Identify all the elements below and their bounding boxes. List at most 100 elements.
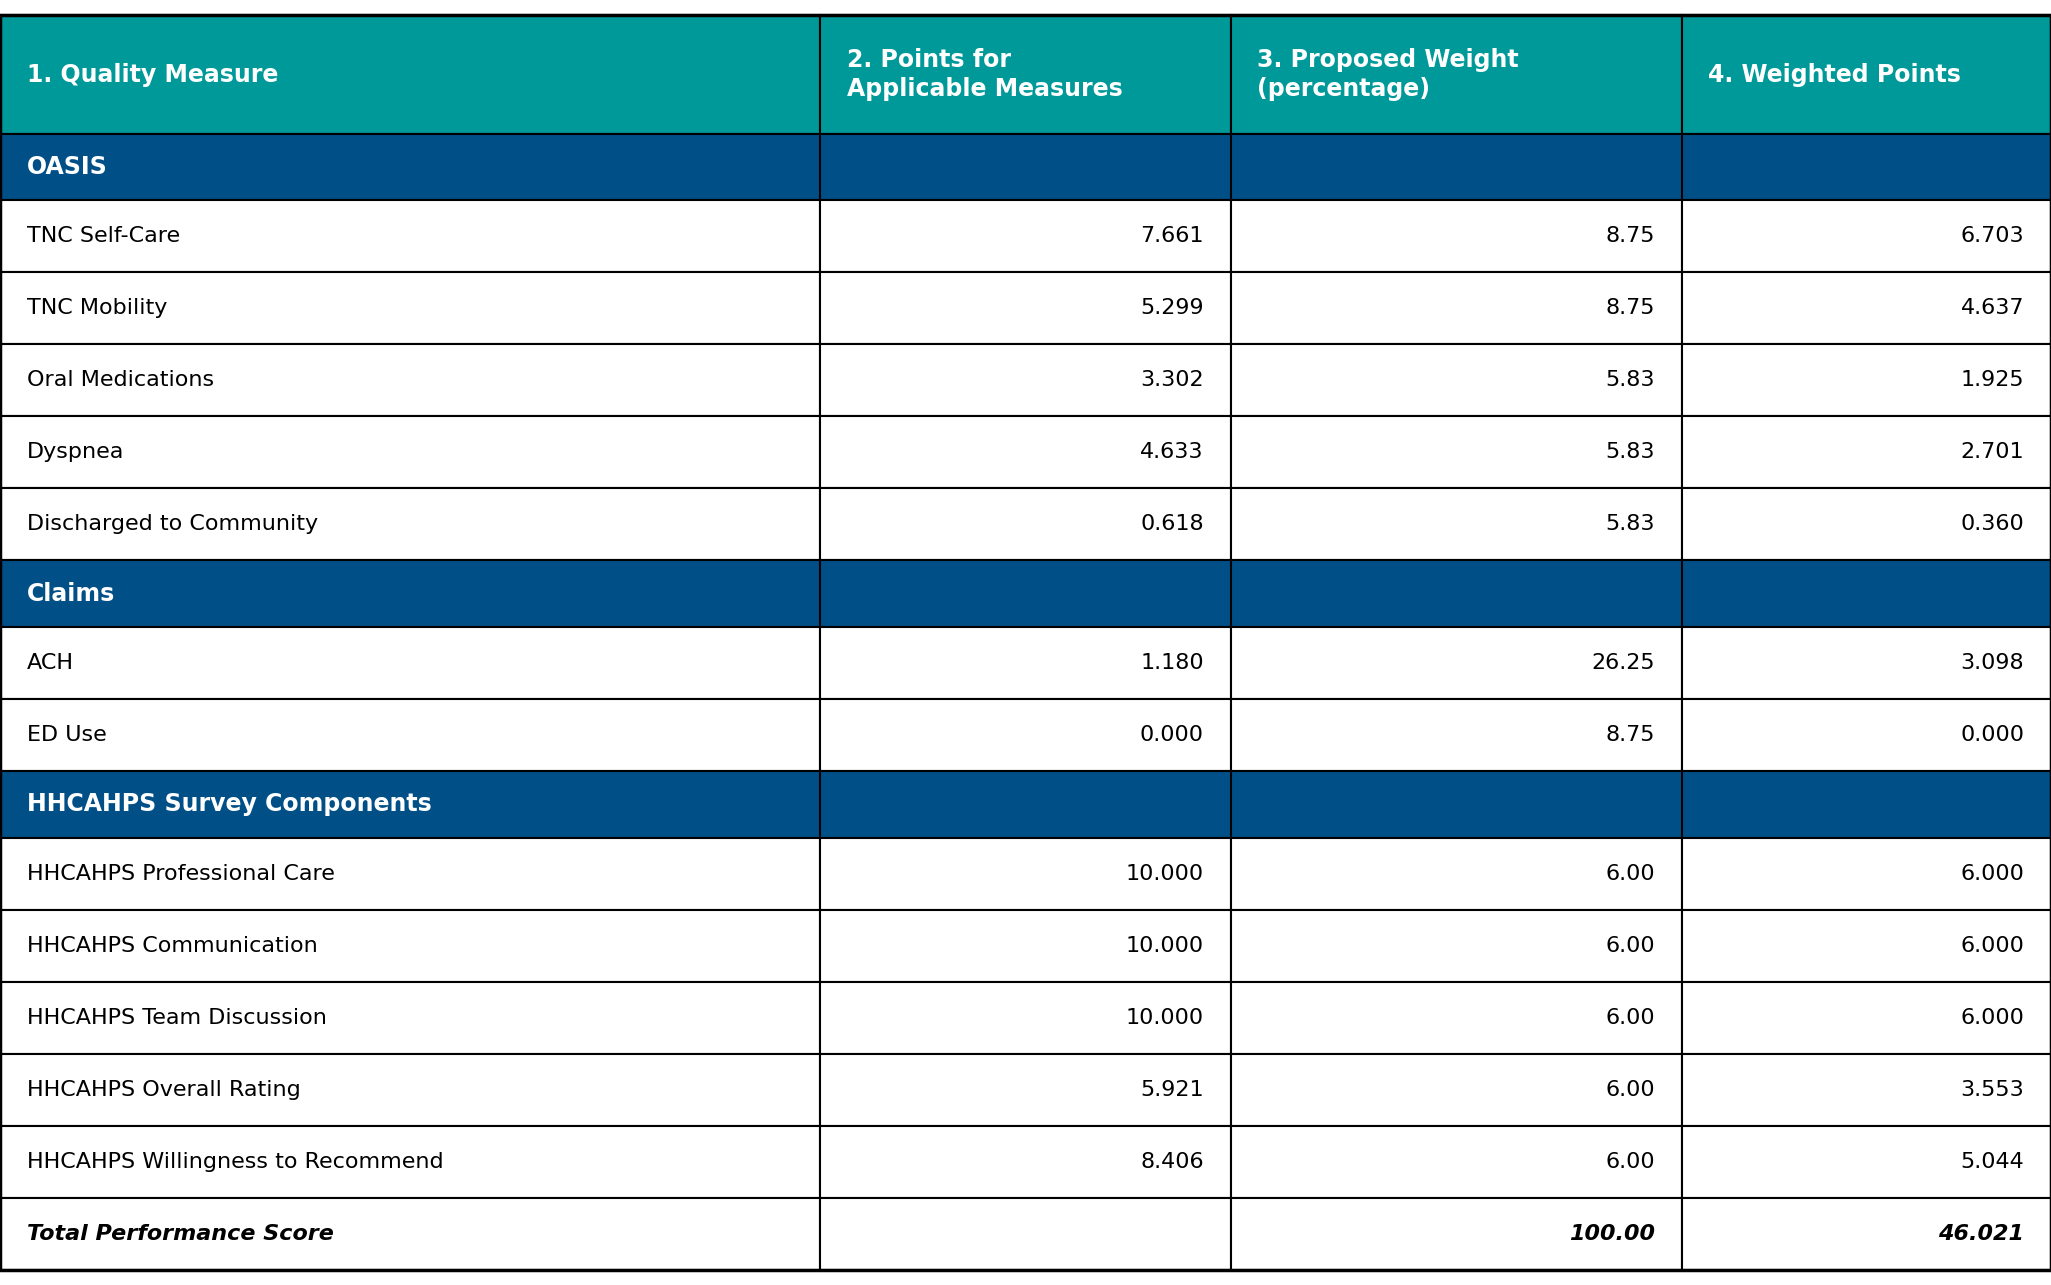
- Bar: [0, 838, 820, 910]
- Bar: [1682, 982, 2051, 1054]
- Bar: [1682, 699, 2051, 771]
- Text: 6.00: 6.00: [1606, 1079, 1655, 1100]
- Text: HHCAHPS Team Discussion: HHCAHPS Team Discussion: [27, 1007, 326, 1028]
- Text: HHCAHPS Communication: HHCAHPS Communication: [27, 935, 318, 956]
- Text: 6.703: 6.703: [1961, 226, 2024, 247]
- Bar: [820, 272, 1231, 344]
- Bar: [1682, 416, 2051, 488]
- Text: 8.75: 8.75: [1606, 298, 1655, 319]
- Text: ED Use: ED Use: [27, 725, 107, 745]
- Bar: [1231, 910, 1682, 982]
- Text: 6.00: 6.00: [1606, 1151, 1655, 1172]
- Text: ACH: ACH: [27, 653, 74, 673]
- Bar: [1231, 200, 1682, 272]
- Bar: [1231, 982, 1682, 1054]
- Bar: [1682, 1198, 2051, 1270]
- Bar: [820, 982, 1231, 1054]
- Text: 0.360: 0.360: [1961, 514, 2024, 535]
- Bar: [0, 560, 2051, 627]
- Text: 1.925: 1.925: [1961, 370, 2024, 391]
- Bar: [0, 1054, 820, 1126]
- Bar: [1231, 699, 1682, 771]
- Bar: [820, 1054, 1231, 1126]
- Text: 6.000: 6.000: [1961, 1007, 2024, 1028]
- Bar: [0, 699, 820, 771]
- Bar: [820, 627, 1231, 699]
- Text: 0.618: 0.618: [1140, 514, 1204, 535]
- Bar: [0, 134, 2051, 200]
- Text: TNC Mobility: TNC Mobility: [27, 298, 166, 319]
- Bar: [820, 1198, 1231, 1270]
- Bar: [1231, 15, 1682, 134]
- Text: 5.83: 5.83: [1606, 442, 1655, 463]
- Bar: [820, 344, 1231, 416]
- Text: 0.000: 0.000: [1140, 725, 1204, 745]
- Text: 6.00: 6.00: [1606, 1007, 1655, 1028]
- Text: Oral Medications: Oral Medications: [27, 370, 213, 391]
- Text: 7.661: 7.661: [1140, 226, 1204, 247]
- Text: 0.000: 0.000: [1961, 725, 2024, 745]
- Text: 10.000: 10.000: [1126, 864, 1204, 884]
- Text: 6.00: 6.00: [1606, 935, 1655, 956]
- Text: TNC Self-Care: TNC Self-Care: [27, 226, 180, 247]
- Text: 8.406: 8.406: [1140, 1151, 1204, 1172]
- Text: 10.000: 10.000: [1126, 935, 1204, 956]
- Text: 2.701: 2.701: [1961, 442, 2024, 463]
- Text: 8.75: 8.75: [1606, 226, 1655, 247]
- Text: 3.553: 3.553: [1961, 1079, 2024, 1100]
- Bar: [0, 982, 820, 1054]
- Bar: [820, 200, 1231, 272]
- Text: 5.044: 5.044: [1961, 1151, 2024, 1172]
- Text: 5.299: 5.299: [1140, 298, 1204, 319]
- Bar: [1682, 488, 2051, 560]
- Text: 10.000: 10.000: [1126, 1007, 1204, 1028]
- Bar: [0, 627, 820, 699]
- Bar: [820, 416, 1231, 488]
- Bar: [1682, 344, 2051, 416]
- Text: Claims: Claims: [27, 582, 115, 605]
- Bar: [1682, 1054, 2051, 1126]
- Bar: [0, 15, 820, 134]
- Bar: [1231, 838, 1682, 910]
- Bar: [0, 416, 820, 488]
- Text: 4. Weighted Points: 4. Weighted Points: [1708, 63, 1961, 86]
- Bar: [1231, 272, 1682, 344]
- Text: 1.180: 1.180: [1140, 653, 1204, 673]
- Text: HHCAHPS Willingness to Recommend: HHCAHPS Willingness to Recommend: [27, 1151, 443, 1172]
- Bar: [820, 488, 1231, 560]
- Bar: [0, 200, 820, 272]
- Bar: [820, 838, 1231, 910]
- Bar: [1682, 910, 2051, 982]
- Bar: [1682, 272, 2051, 344]
- Bar: [1682, 15, 2051, 134]
- Text: 5.83: 5.83: [1606, 370, 1655, 391]
- Text: 5.921: 5.921: [1140, 1079, 1204, 1100]
- Bar: [820, 15, 1231, 134]
- Bar: [1231, 1054, 1682, 1126]
- Text: HHCAHPS Professional Care: HHCAHPS Professional Care: [27, 864, 334, 884]
- Text: Total Performance Score: Total Performance Score: [27, 1223, 334, 1244]
- Bar: [1682, 1126, 2051, 1198]
- Bar: [0, 1198, 820, 1270]
- Text: Dyspnea: Dyspnea: [27, 442, 123, 463]
- Bar: [1231, 1198, 1682, 1270]
- Text: 2. Points for
Applicable Measures: 2. Points for Applicable Measures: [847, 48, 1122, 102]
- Bar: [820, 910, 1231, 982]
- Text: 4.637: 4.637: [1961, 298, 2024, 319]
- Text: 6.000: 6.000: [1961, 864, 2024, 884]
- Bar: [0, 910, 820, 982]
- Text: HHCAHPS Overall Rating: HHCAHPS Overall Rating: [27, 1079, 299, 1100]
- Bar: [1682, 627, 2051, 699]
- Bar: [0, 1126, 820, 1198]
- Text: 26.25: 26.25: [1592, 653, 1655, 673]
- Bar: [1231, 488, 1682, 560]
- Bar: [0, 488, 820, 560]
- Text: 3. Proposed Weight
(percentage): 3. Proposed Weight (percentage): [1257, 48, 1520, 102]
- Text: 100.00: 100.00: [1569, 1223, 1655, 1244]
- Text: 6.000: 6.000: [1961, 935, 2024, 956]
- Bar: [1231, 1126, 1682, 1198]
- Bar: [1231, 627, 1682, 699]
- Text: 4.633: 4.633: [1140, 442, 1204, 463]
- Text: 46.021: 46.021: [1938, 1223, 2024, 1244]
- Bar: [1231, 344, 1682, 416]
